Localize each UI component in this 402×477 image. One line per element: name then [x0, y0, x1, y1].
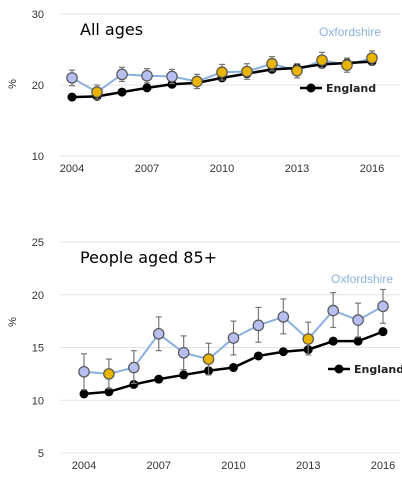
x-tick-label: 2004: [60, 163, 84, 175]
data-point-england: [142, 83, 152, 93]
data-point-england: [167, 79, 177, 89]
x-tick-label: 2013: [285, 163, 309, 175]
data-point-england: [117, 87, 127, 97]
data-point-oxfordshire: [316, 54, 328, 66]
data-point-england: [154, 374, 164, 384]
data-point-england: [328, 336, 338, 346]
data-point-oxfordshire: [216, 66, 228, 79]
chart-title-all-ages: All ages: [80, 20, 143, 39]
data-point-oxfordshire: [202, 353, 215, 365]
data-point-england: [67, 92, 77, 102]
y-axis-label: %: [7, 79, 19, 89]
y-tick-label: 10: [32, 151, 44, 163]
chart-panel-all-ages: All ages Oxfordshire % 10 20 30 2004 2007 201…: [7, 9, 400, 175]
data-point-oxfordshire: [341, 59, 353, 71]
data-point-oxfordshire: [128, 361, 140, 374]
data-point-oxfordshire: [266, 57, 278, 70]
data-point-england: [179, 370, 189, 380]
y-tick-label: 25: [32, 237, 44, 249]
x-tick-label: 2010: [210, 163, 234, 175]
data-point-oxfordshire: [177, 346, 190, 359]
data-point-oxfordshire: [252, 319, 265, 332]
data-point-england: [278, 347, 288, 357]
x-tick-label: 2004: [72, 460, 96, 472]
data-point-oxfordshire: [78, 365, 90, 378]
chart-panel-aged-85-plus: People aged 85+ Oxfordshire % 5 10 15 20 25 2…: [7, 237, 402, 472]
data-point-oxfordshire: [141, 69, 153, 82]
legend-oxfordshire-label: Oxfordshire: [319, 25, 381, 39]
y-tick-label: 10: [32, 395, 44, 407]
y-tick-label: 20: [32, 290, 44, 302]
data-point-england: [353, 336, 363, 346]
data-point-england: [378, 327, 388, 337]
x-tick-label: 2016: [360, 163, 384, 175]
legend-england-label: England: [326, 82, 376, 95]
legend-england-marker: [306, 83, 316, 93]
data-point-oxfordshire: [66, 72, 78, 84]
data-point-oxfordshire: [166, 70, 178, 83]
data-point-oxfordshire: [291, 65, 303, 77]
data-point-england: [253, 351, 263, 361]
data-point-england: [104, 387, 114, 397]
y-tick-label: 20: [32, 80, 44, 92]
data-point-england: [229, 363, 238, 373]
legend-england-marker: [334, 364, 344, 374]
x-tick-label: 2007: [147, 460, 171, 472]
legend-oxfordshire-label: Oxfordshire: [331, 272, 393, 286]
y-tick-label: 30: [32, 9, 44, 21]
data-point-oxfordshire: [116, 68, 128, 81]
data-point-oxfordshire: [377, 300, 389, 313]
data-point-oxfordshire: [227, 332, 240, 344]
data-point-oxfordshire: [327, 304, 339, 317]
data-point-oxfordshire: [191, 75, 203, 88]
data-point-oxfordshire: [366, 52, 378, 64]
x-tick-label: 2016: [371, 460, 395, 472]
x-tick-label: 2010: [221, 460, 245, 472]
data-point-oxfordshire: [103, 368, 115, 380]
x-tick-label: 2013: [296, 460, 320, 472]
data-point-oxfordshire: [352, 314, 364, 326]
y-tick-label: 15: [32, 343, 44, 355]
x-tick-label: 2007: [135, 163, 159, 175]
data-point-oxfordshire: [302, 333, 315, 345]
chart-title-aged-85: People aged 85+: [80, 248, 217, 267]
y-axis-label: %: [7, 317, 19, 327]
legend-england-label: England: [354, 363, 402, 376]
y-tick-label: 5: [38, 448, 44, 460]
data-point-england: [79, 389, 89, 399]
data-point-oxfordshire: [91, 86, 103, 98]
data-point-oxfordshire: [277, 311, 290, 323]
data-point-england: [129, 379, 139, 389]
data-point-oxfordshire: [241, 65, 253, 78]
data-point-oxfordshire: [152, 327, 165, 340]
